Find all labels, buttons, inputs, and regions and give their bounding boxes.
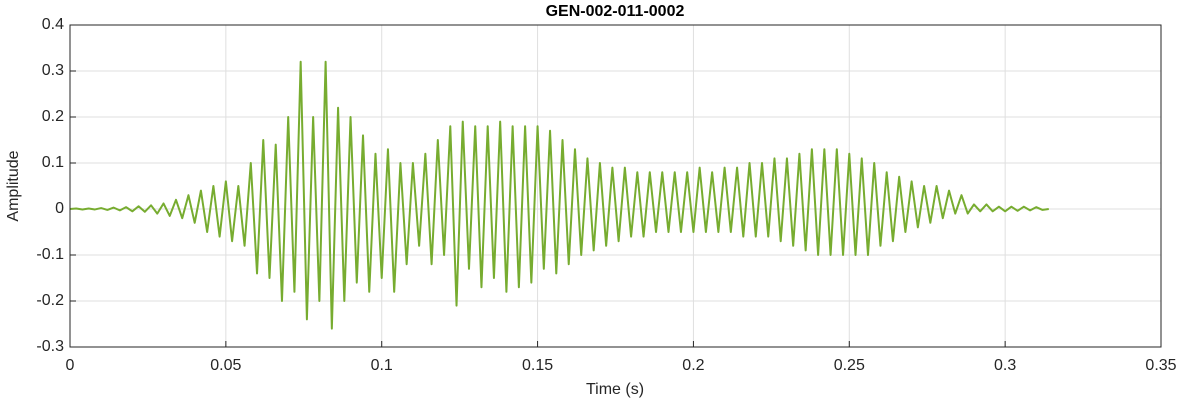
x-tick-label: 0.15 — [522, 357, 553, 374]
x-tick-label: 0.2 — [682, 357, 704, 374]
y-axis-label: Amplitude — [5, 150, 22, 221]
x-tick-label: 0.05 — [210, 357, 241, 374]
axes-box — [69, 24, 1162, 348]
x-tick-label: 0.35 — [1145, 357, 1176, 374]
y-tick-label: -0.2 — [36, 292, 64, 309]
y-tick-label: 0.3 — [42, 62, 64, 79]
x-tick-label: 0.3 — [994, 357, 1016, 374]
x-tick-label: 0 — [66, 357, 75, 374]
y-tick-label: -0.1 — [36, 246, 64, 263]
x-tick-label: 0.25 — [834, 357, 865, 374]
y-tick-label: -0.3 — [36, 338, 64, 355]
chart-title: GEN-002-011-0002 — [546, 3, 685, 20]
y-tick-label: 0.2 — [42, 108, 64, 125]
waveform-line — [69, 60, 1049, 330]
y-tick-label: 0 — [55, 200, 64, 217]
x-tick-label: 0.1 — [371, 357, 393, 374]
y-tick-label: 0.4 — [42, 16, 64, 33]
x-axis-label: Time (s) — [586, 381, 644, 398]
y-tick-label: 0.1 — [42, 154, 64, 171]
